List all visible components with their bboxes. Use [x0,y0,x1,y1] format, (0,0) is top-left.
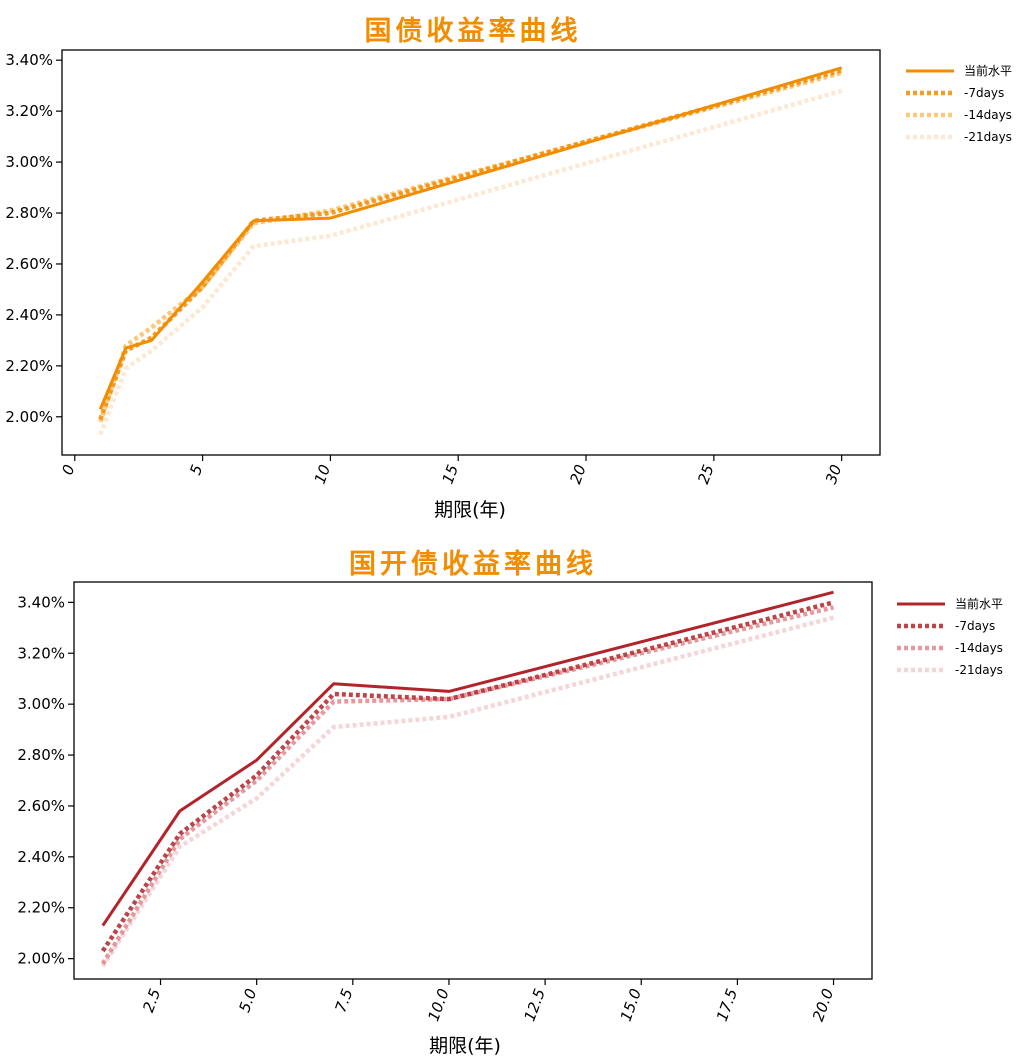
y-tick-label: 2.60% [17,797,65,815]
series-line-0 [98,66,843,410]
series-line-2 [98,70,843,423]
chart-panel-cdb: 国开债收益率曲线 期限(年) 2.00% 2.20% 2.40% 2.60% 2.80%… [0,530,1036,1060]
x-tick-label: 2.5 [139,986,164,1015]
legend-label: -21days [964,130,1012,144]
y-tick-label: 2.80% [17,746,65,764]
series-line-2 [100,605,835,965]
x-tick-label: 10 [311,462,334,486]
x-axis-label: 期限(年) [429,1035,501,1057]
legend-label: -21days [955,663,1003,677]
x-axis-label: 期限(年) [434,499,506,521]
series-line-3 [98,88,843,436]
y-tick-label: 3.20% [5,102,53,120]
legend-label: 当前水平 [964,63,1012,78]
x-tick-label: 0 [58,462,78,477]
x-tick-label: 20.0 [809,986,837,1024]
x-tick-label: 15 [439,462,462,486]
chart-svg-treasury: 国债收益率曲线 期限(年) 2.00% 2.20% 2.40% 2.60% 2.80% 3… [5,15,1012,521]
y-tick-label: 2.00% [5,408,53,426]
x-tick-label: 5 [186,462,206,477]
y-tick-label: 2.20% [5,357,53,375]
legend-label: -7days [955,619,995,633]
y-tick-label: 3.20% [17,644,65,662]
chart-svg-cdb: 国开债收益率曲线 期限(年) 2.00% 2.20% 2.40% 2.60% 2.80%… [17,548,1003,1057]
plot-frame [61,49,881,456]
chart-title: 国债收益率曲线 [365,15,582,47]
x-tick-label: 5.0 [235,986,260,1015]
y-tick-label: 2.40% [5,306,53,324]
y-tick-label: 2.80% [5,204,53,222]
legend-label: -7days [964,86,1004,100]
x-tick-label: 12.5 [521,986,549,1024]
series-line-3 [100,615,835,968]
series-line-0 [101,590,834,927]
series-line-1 [100,600,835,953]
x-tick-label: 10.0 [424,986,452,1024]
y-tick-label: 3.40% [17,593,65,611]
legend-label: 当前水平 [955,596,1003,611]
y-tick-label: 2.00% [17,950,65,968]
x-tick-label: 25 [694,462,717,486]
y-tick-label: 3.00% [17,695,65,713]
x-tick-label: 15.0 [617,986,645,1024]
chart-title: 国开债收益率曲线 [349,548,597,580]
y-tick-label: 3.40% [5,51,53,69]
y-tick-label: 3.00% [5,153,53,171]
chart-panel-treasury: 国债收益率曲线 期限(年) 2.00% 2.20% 2.40% 2.60% 2.80% 3… [5,15,1012,521]
x-tick-label: 30 [822,462,845,486]
plot-frame [73,581,873,980]
legend-label: -14days [964,108,1012,122]
y-tick-label: 2.60% [5,255,53,273]
x-tick-label: 17.5 [713,986,741,1024]
y-tick-label: 2.40% [17,848,65,866]
x-tick-label: 7.5 [332,986,357,1015]
legend-label: -14days [955,641,1003,655]
y-tick-label: 2.20% [17,899,65,917]
x-tick-label: 20 [566,462,589,486]
